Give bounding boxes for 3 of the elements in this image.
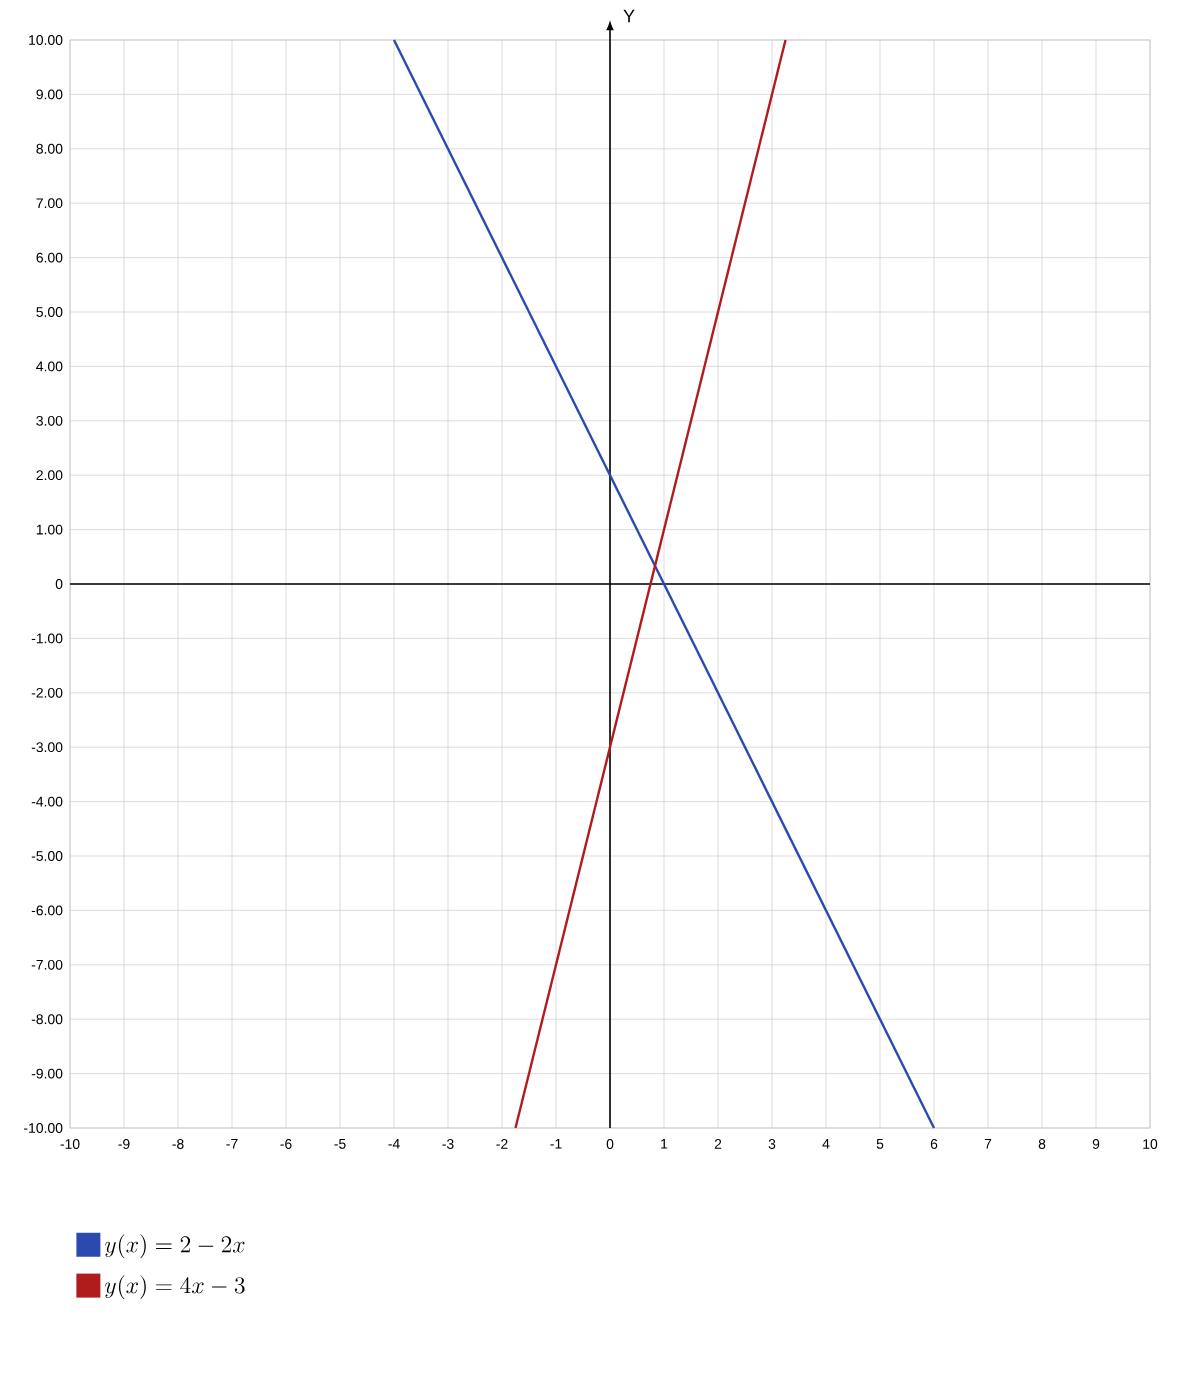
- legend-label: $y(x) = 2 - 2x$: [105, 1234, 245, 1259]
- y-axis-title: Y: [623, 9, 635, 23]
- legend-label: $y(x) = 4x - 3$: [105, 1275, 245, 1300]
